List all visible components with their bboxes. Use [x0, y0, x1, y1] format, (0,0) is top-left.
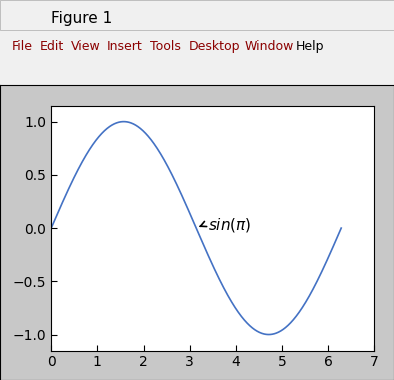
- Text: $\mathbf{\mathit{sin(\pi)}}$: $\mathbf{\mathit{sin(\pi)}}$: [208, 216, 252, 234]
- Text: Insert: Insert: [106, 40, 142, 53]
- Text: File: File: [12, 40, 33, 53]
- Text: Help: Help: [296, 40, 324, 53]
- FancyBboxPatch shape: [0, 0, 394, 30]
- Text: Desktop: Desktop: [189, 40, 241, 53]
- Text: Figure 1: Figure 1: [51, 11, 112, 26]
- Text: Tools: Tools: [150, 40, 180, 53]
- Text: Edit: Edit: [39, 40, 64, 53]
- Text: Window: Window: [244, 40, 294, 53]
- Text: View: View: [71, 40, 101, 53]
